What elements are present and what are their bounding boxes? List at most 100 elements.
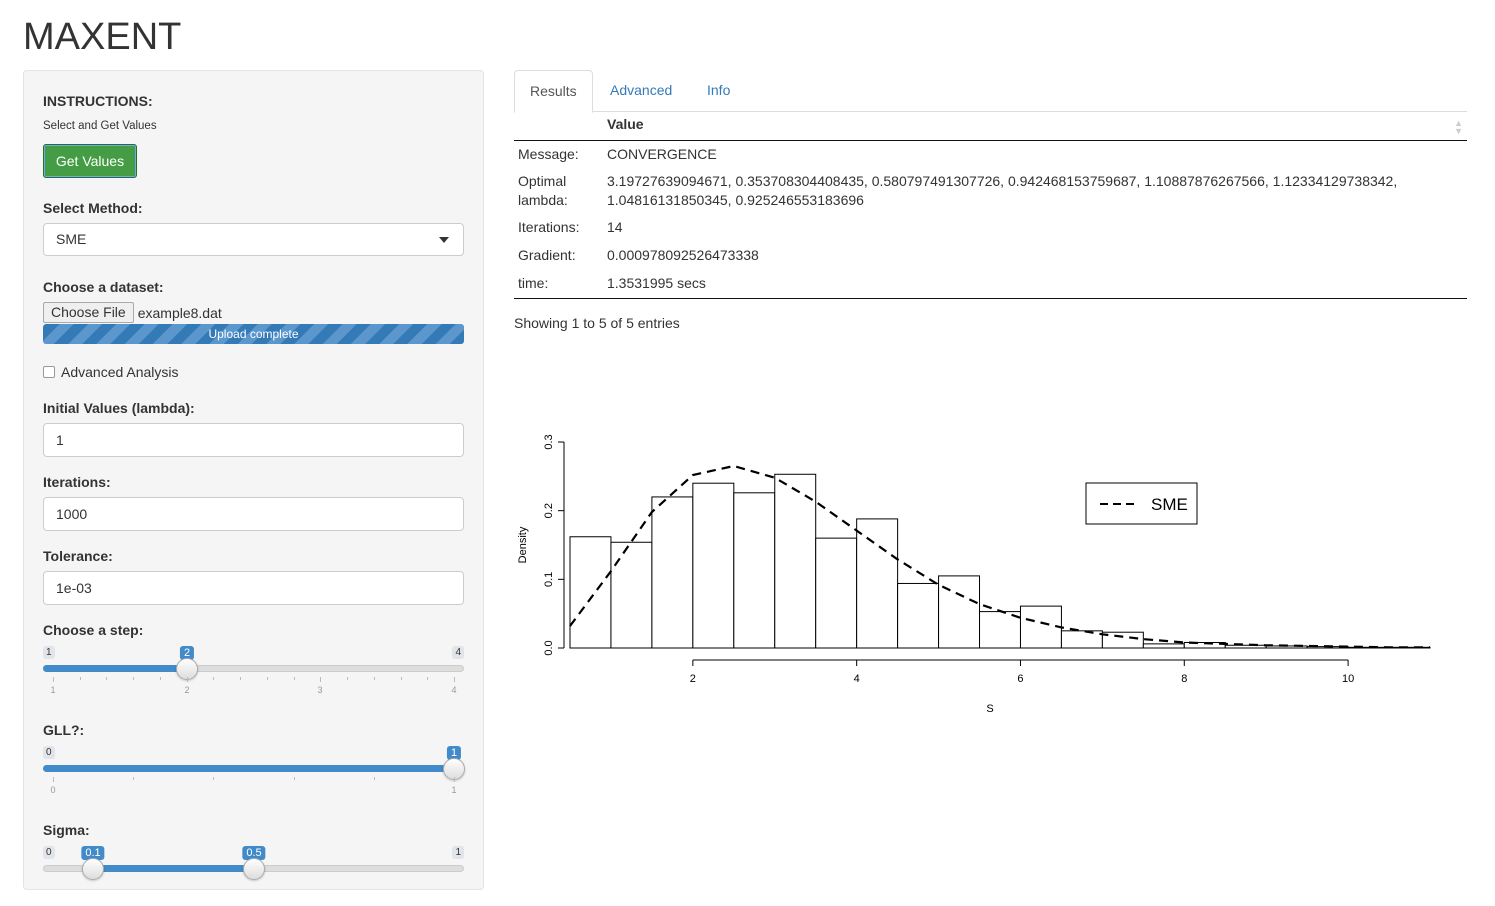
table-row: Iterations: 14 <box>514 214 1467 242</box>
slider-tick <box>427 677 428 680</box>
row-name: Gradient: <box>518 247 576 263</box>
table-row: Gradient: 0.000978092526473338 <box>514 242 1467 270</box>
slider-tick <box>374 777 375 780</box>
slider-to-handle[interactable] <box>243 858 265 880</box>
initial-values-input[interactable]: 1 <box>43 423 464 457</box>
table-row: Optimal lambda: 3.19727639094671, 0.3537… <box>514 168 1467 214</box>
iterations-input[interactable]: 1000 <box>43 497 464 531</box>
slider-tick <box>133 777 134 780</box>
choose-file-button[interactable]: Choose File <box>43 302 134 323</box>
y-tick-label: 0.2 <box>543 503 555 518</box>
row-value: 3.19727639094671, 0.353708304408435, 0.5… <box>607 173 1398 208</box>
slider-min-label: 0 <box>43 746 55 759</box>
slider-tick <box>80 677 81 680</box>
slider-tick <box>53 777 54 782</box>
tolerance-input[interactable]: 1e-03 <box>43 571 464 605</box>
histogram-bar <box>651 496 694 649</box>
instructions-label: INSTRUCTIONS: <box>43 93 153 109</box>
slider-grid-label: 0 <box>50 785 56 795</box>
legend-label-sme: SME <box>1151 495 1188 514</box>
tab-bar: Results Advanced Info <box>514 70 1467 113</box>
table-row: Message: CONVERGENCE <box>514 140 1467 168</box>
iterations-label: Iterations: <box>43 474 111 490</box>
row-value: 14 <box>607 219 623 235</box>
instructions-text: Select and Get Values <box>43 120 157 132</box>
x-tick-label: 4 <box>854 673 860 685</box>
slider-value-label: 1 <box>446 746 462 760</box>
slider-tick <box>53 677 54 682</box>
row-name: Iterations: <box>518 219 580 235</box>
gll-slider-label: GLL?: <box>43 722 85 738</box>
advanced-analysis-checkbox[interactable] <box>43 366 55 378</box>
row-value: 1.3531995 secs <box>603 270 1467 299</box>
method-select[interactable]: SME <box>43 223 464 256</box>
histogram-bar <box>1388 646 1431 649</box>
method-select-value: SME <box>56 231 87 247</box>
slider-grid-label: 4 <box>451 685 457 695</box>
table-header-label: Value <box>607 116 644 133</box>
x-tick-label: 8 <box>1181 673 1187 685</box>
y-axis-label: Density <box>517 526 529 563</box>
step-slider[interactable]: 1 4 2 1 2 3 4 <box>43 646 464 706</box>
slider-fill <box>43 665 187 672</box>
slider-grid-label: 1 <box>50 685 56 695</box>
table-entries-info: Showing 1 to 5 of 5 entries <box>514 315 680 331</box>
histogram-bar <box>610 541 653 649</box>
app-title: MAXENT <box>23 16 182 58</box>
gll-slider[interactable]: 0 1 1 01 <box>43 746 465 806</box>
slider-grid-label: 3 <box>317 685 323 695</box>
step-slider-label: Choose a step: <box>43 622 144 638</box>
tab-results[interactable]: Results <box>514 70 593 113</box>
x-tick-label: 2 <box>690 673 696 685</box>
file-input: Choose File example8.dat <box>43 302 222 324</box>
slider-tick <box>213 677 214 680</box>
x-tick-label: 6 <box>1017 673 1023 685</box>
file-name: example8.dat <box>137 304 222 321</box>
upload-progress-bar: Upload complete <box>43 324 464 344</box>
slider-tick <box>374 677 375 680</box>
slider-tick <box>160 677 161 680</box>
slider-from-handle[interactable] <box>82 858 104 880</box>
row-name: Message: <box>518 145 579 162</box>
slider-tick <box>454 677 455 682</box>
row-name: time: <box>514 270 603 299</box>
row-name: Optimal lambda: <box>518 173 568 208</box>
dataset-label: Choose a dataset: <box>43 279 164 295</box>
table-row: time: 1.3531995 secs <box>514 270 1467 299</box>
method-label: Select Method: <box>43 200 143 216</box>
slider-tick <box>106 677 107 680</box>
x-tick-label: 10 <box>1342 673 1354 685</box>
slider-tick <box>294 677 295 680</box>
tab-advanced[interactable]: Advanced <box>610 82 673 98</box>
table-header-value[interactable]: Value ▲ ▼ <box>603 112 1467 141</box>
histogram-bar <box>897 582 940 649</box>
density-curve <box>569 464 1430 649</box>
initial-values-label: Initial Values (lambda): <box>43 400 195 416</box>
histogram-bar <box>815 537 858 649</box>
table-header-blank <box>514 112 603 141</box>
advanced-analysis-checkbox-row[interactable]: Advanced Analysis <box>43 364 179 380</box>
slider-tick <box>267 677 268 680</box>
get-values-button[interactable]: Get Values <box>43 144 137 178</box>
histogram-bar <box>1142 643 1185 649</box>
slider-tick <box>401 677 402 680</box>
slider-max-label: 4 <box>452 646 464 659</box>
histogram-bar <box>733 492 776 649</box>
sort-icon: ▲ ▼ <box>1454 118 1463 137</box>
histogram-bar <box>774 473 817 649</box>
slider-tick <box>213 777 214 780</box>
slider-tick <box>294 777 295 780</box>
histogram-bar <box>1019 605 1062 649</box>
slider-grid-label: 1 <box>451 785 457 795</box>
histogram-bar <box>1224 644 1267 649</box>
x-axis-label: S <box>986 703 993 715</box>
histogram-bar <box>1101 631 1144 649</box>
y-tick-label: 0.3 <box>543 434 555 449</box>
slider-to-label: 0.5 <box>242 846 266 860</box>
advanced-analysis-label: Advanced Analysis <box>61 364 179 380</box>
slider-from-label: 0.1 <box>81 846 105 860</box>
histogram-bar <box>569 536 612 649</box>
tab-info[interactable]: Info <box>707 82 731 98</box>
sigma-slider[interactable]: 0 1 0.1 0.5 <box>43 846 464 906</box>
row-value: CONVERGENCE <box>607 145 717 162</box>
